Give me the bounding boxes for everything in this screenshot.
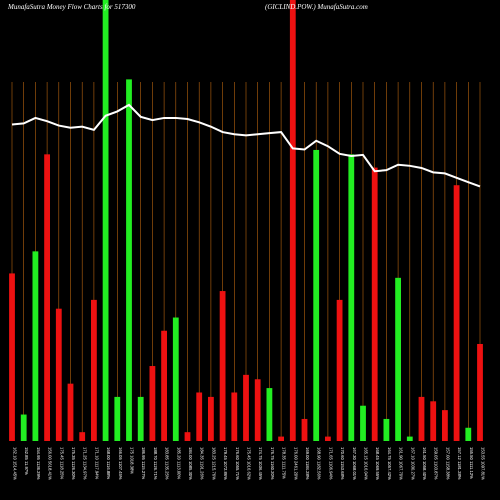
- x-tick-label: 175.35 1126.30%: [71, 447, 76, 480]
- x-tick-label: 161.50 1058.40%: [422, 447, 427, 480]
- money-flow-bar: [172, 317, 179, 441]
- x-tick-label: 157.00 1158.38%: [445, 447, 450, 480]
- x-tick-label: 178.35 1111.75%: [282, 447, 287, 479]
- money-flow-bar: [289, 0, 296, 441]
- money-flow-bar: [44, 154, 50, 441]
- x-tick-label: 168.90 1182.56%: [317, 447, 322, 480]
- x-tick-label: 183.25 1215.76%: [211, 447, 216, 480]
- money-flow-bar: [406, 436, 413, 441]
- money-flow-bar: [453, 185, 460, 441]
- money-flow-bar: [430, 401, 437, 441]
- x-tick-label: 170.60 1153.68%: [340, 447, 345, 480]
- money-flow-bar: [254, 379, 261, 441]
- money-flow-bar: [360, 405, 366, 441]
- money-flow-bar: [336, 299, 343, 441]
- money-flow-bar: [67, 383, 74, 441]
- money-flow-bar: [9, 273, 15, 441]
- money-flow-bar: [418, 396, 425, 441]
- money-flow-bar: [231, 392, 238, 441]
- x-tick-label: 168.00 1116.88%: [106, 447, 111, 479]
- x-tick-label: 175.45 1016.62%: [247, 447, 252, 480]
- money-flow-bar: [395, 277, 401, 441]
- money-flow-bar: [208, 396, 214, 441]
- money-flow-bar: [196, 392, 203, 441]
- x-tick-label: 176.75 1160.20%: [270, 447, 275, 480]
- money-flow-bar: [477, 343, 483, 441]
- x-tick-label: 171.25 1134.97%: [83, 447, 88, 480]
- x-tick-label: 153.55 1097.81%: [481, 447, 486, 480]
- money-flow-bar: [161, 330, 167, 441]
- x-tick-label: 165.15 1016.04%: [364, 447, 369, 480]
- money-flow-bar: [137, 396, 144, 441]
- x-tick-label: 152.85 11.97%: [24, 447, 29, 475]
- x-tick-label: 184.35 1191.26%: [200, 447, 205, 480]
- money-flow-bar: [184, 432, 191, 441]
- money-flow-bar: [266, 388, 273, 441]
- x-tick-label: 167.10 1030.27%: [410, 447, 415, 480]
- x-tick-label: 159.05 1103.87%: [434, 447, 439, 480]
- money-flow-bar: [20, 414, 27, 441]
- x-tick-labels: 162.10 1514.45% 152.85 11.97% 154.95 1136.…: [13, 447, 486, 480]
- money-flow-bar: [383, 418, 390, 441]
- money-flow-bar: [149, 366, 156, 441]
- x-tick-label: 156.00 5618.41%: [48, 447, 53, 480]
- money-flow-bars: [9, 0, 483, 441]
- x-tick-label: 166.05 1107.45%: [118, 447, 123, 480]
- x-tick-label: 176.00 2461.20%: [293, 447, 298, 480]
- x-tick-label: 167.30 1068.01%: [352, 447, 357, 480]
- x-tick-label: 171.10 1117.94%: [94, 447, 99, 479]
- money-flow-bar: [32, 251, 39, 441]
- x-tick-label: 161.90 1067.70%: [399, 447, 404, 480]
- x-tick-label: 157.12 1181.28%: [457, 447, 462, 480]
- money-flow-bar: [126, 79, 132, 441]
- price-line: [11, 103, 481, 188]
- money-flow-bar: [79, 432, 86, 441]
- x-tick-label: 169.00 1184.28%: [305, 447, 310, 480]
- money-flow-bar: [114, 396, 121, 441]
- money-flow-bar: [371, 167, 378, 441]
- chart-title: MunafaSutra Money Flow Charts for 517300: [7, 3, 136, 11]
- money-flow-bar: [55, 308, 62, 441]
- x-tick-label: 186.95 1115.27%: [141, 447, 146, 479]
- money-flow-bar: [219, 291, 226, 441]
- chart-subtitle: (GICLIND.POW.) MunafaSutra.com: [265, 3, 368, 11]
- x-tick-label: 176.60 1055.71%: [235, 447, 240, 480]
- x-tick-label: 155.50 1111.12%: [469, 447, 474, 479]
- money-flow-bar: [442, 410, 448, 441]
- money-flow-bar: [348, 154, 355, 441]
- money-flow-bar: [313, 149, 320, 441]
- x-tick-label: 183.85 1135.25%: [165, 447, 170, 480]
- money-flow-bar: [278, 436, 284, 441]
- x-tick-label: 175.45 1118.25%: [59, 447, 64, 479]
- x-tick-label: 184.00 1085.30%: [188, 447, 193, 480]
- x-tick-label: 174.75 1036.45%: [258, 447, 263, 480]
- x-tick-label: 175 1018.38%: [130, 447, 135, 474]
- x-tick-label: 168.45 1069.55%: [375, 447, 380, 480]
- money-flow-bar: [102, 0, 109, 441]
- x-tick-label: 179.45 1072.86%: [223, 447, 228, 480]
- money-flow-bar: [243, 374, 249, 441]
- money-flow-bar: [301, 418, 308, 441]
- x-tick-label: 188.70 1126.71%: [153, 447, 158, 480]
- x-tick-label: 162.10 1514.45%: [13, 447, 18, 480]
- x-tick-label: 171.65 1106.94%: [328, 447, 333, 480]
- money-flow-bar: [465, 427, 472, 441]
- x-tick-label: 154.95 1136.29%: [36, 447, 41, 480]
- money-flow-bar: [91, 299, 97, 441]
- money-flow-bar: [325, 436, 331, 441]
- x-tick-label: 185.20 1113.00%: [176, 447, 181, 479]
- x-tick-label: 164.75 1057.42%: [387, 447, 392, 480]
